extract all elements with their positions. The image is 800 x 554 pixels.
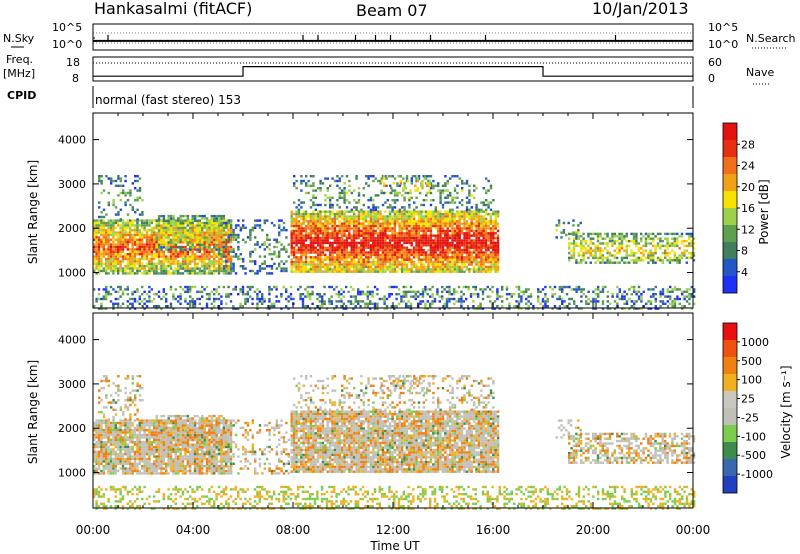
nsearch-label: N.Search xyxy=(746,32,796,45)
x-tick-label-3: 12:00 xyxy=(376,523,411,537)
freq-right-tick-bottom: 0 xyxy=(708,72,715,85)
noise-right-tick-top: 10^5 xyxy=(708,21,738,34)
vel-cbar-tick-3: 25 xyxy=(741,393,755,406)
power-cbar-swatch-6 xyxy=(723,225,737,243)
freq-left-tick-bottom: 8 xyxy=(72,72,79,85)
nsky-label: N.Sky xyxy=(3,32,35,45)
vel-yticks-label-3: 4000 xyxy=(58,334,86,347)
x-tick-label-1: 04:00 xyxy=(176,523,211,537)
vel-cbar-swatch-9 xyxy=(723,476,737,494)
vel-yticks-label-2: 3000 xyxy=(58,378,86,391)
power-cbar-tick-5: 24 xyxy=(741,160,755,173)
vel-cbar-swatch-0 xyxy=(723,323,737,341)
cpid-label: CPID xyxy=(7,89,36,102)
beam-title: Beam 07 xyxy=(356,1,428,20)
freq-right-tick-top: 60 xyxy=(708,56,722,69)
power-cbar-tick-2: 12 xyxy=(741,223,755,236)
station-title: Hankasalmi (fitACF) xyxy=(94,0,252,18)
vel-cbar-swatch-6 xyxy=(723,425,737,443)
power-cbar-swatch-4 xyxy=(723,191,737,209)
power-cbar-swatch-2 xyxy=(723,157,737,175)
vel-cbar-swatch-3 xyxy=(723,374,737,392)
freq-series xyxy=(93,62,693,77)
power-colorbar: 4 8 12 16 20 24 28 xyxy=(722,122,755,294)
power-yticks-label-3: 4000 xyxy=(58,134,86,147)
freq-left-tick-top: 18 xyxy=(66,56,80,69)
vel-cbar-tick-5: -100 xyxy=(741,430,766,443)
vel-cbar-swatch-2 xyxy=(723,357,737,375)
vel-yticks-label-0: 1000 xyxy=(58,467,86,480)
power-cbar-tick-6: 28 xyxy=(741,138,755,151)
noise-left-tick-top: 10^5 xyxy=(52,21,82,34)
power-cbar-swatch-0 xyxy=(723,123,737,141)
velocity-y-ticks: 1000 2000 3000 4000 xyxy=(58,334,693,480)
vel-cbar-swatch-7 xyxy=(723,442,737,460)
vel-cbar-tick-1: 500 xyxy=(741,355,762,368)
noise-panel: 10^5 10^0 10^5 10^0 N.Sky N.Search xyxy=(3,21,796,51)
x-axis-title: Time UT xyxy=(369,539,420,553)
mode-panel: normal (fast stereo) 153 xyxy=(92,86,694,108)
frequency-panel: 18 8 60 0 Freq. [MHz] CPID Nave xyxy=(3,53,774,102)
power-cbar-swatch-8 xyxy=(723,259,737,277)
velocity-colorbar: 1000 500 100 25 -25 -100 -500 -1000 xyxy=(722,322,773,494)
vel-cbar-tick-7: -1000 xyxy=(741,468,773,481)
x-tick-label-5: 20:00 xyxy=(576,523,611,537)
power-colorbar-label: Power [dB] xyxy=(757,179,771,244)
power-cbar-tick-1: 8 xyxy=(741,245,748,258)
nave-label: Nave xyxy=(746,66,774,79)
velocity-x-ticks xyxy=(92,313,694,508)
power-y-ticks: 1000 2000 3000 4000 xyxy=(58,134,693,280)
vel-cbar-tick-2: 100 xyxy=(741,374,762,387)
x-tick-label-2: 08:00 xyxy=(276,523,311,537)
power-heatmap xyxy=(93,175,696,310)
power-cbar-swatch-7 xyxy=(723,242,737,260)
vel-cbar-tick-0: 1000 xyxy=(741,336,769,349)
power-panel: 1000 2000 3000 4000 Slant Range [km] 4 8 12 16… xyxy=(26,112,771,310)
vel-cbar-swatch-1 xyxy=(723,340,737,358)
power-cbar-swatch-5 xyxy=(723,208,737,226)
vel-cbar-swatch-4 xyxy=(723,391,737,409)
power-x-ticks xyxy=(92,113,694,308)
x-tick-label-4: 16:00 xyxy=(476,523,511,537)
mode-label: normal (fast stereo) 153 xyxy=(95,93,241,107)
velocity-heatmap xyxy=(93,375,696,510)
noise-series xyxy=(93,34,693,42)
power-cbar-swatch-3 xyxy=(723,174,737,192)
vel-cbar-tick-4: -25 xyxy=(741,411,759,424)
noise-right-tick-bottom: 10^0 xyxy=(708,38,738,51)
vel-cbar-swatch-8 xyxy=(723,459,737,477)
freq-unit-label: [MHz] xyxy=(3,67,35,80)
power-yticks-label-1: 2000 xyxy=(58,222,86,235)
x-tick-label-6: 00:00 xyxy=(676,523,711,537)
power-cbar-swatch-1 xyxy=(723,140,737,158)
velocity-panel: 1000 2000 3000 4000 Slant Range [km] 1000 50… xyxy=(26,312,793,510)
power-yticks-label-2: 3000 xyxy=(58,178,86,191)
power-cbar-swatch-9 xyxy=(723,276,737,294)
power-ylabel: Slant Range [km] xyxy=(26,160,40,264)
velocity-colorbar-label: Velocity [m s⁻¹] xyxy=(779,365,793,458)
vel-cbar-swatch-5 xyxy=(723,408,737,426)
vel-cbar-tick-6: -500 xyxy=(741,449,766,462)
x-tick-label-0: 00:00 xyxy=(76,523,111,537)
freq-label: Freq. xyxy=(6,53,33,66)
x-axis-labels: 00:00 04:00 08:00 12:00 16:00 20:00 00:00 xyxy=(76,523,711,537)
power-cbar-tick-3: 16 xyxy=(741,202,755,215)
power-yticks-label-0: 1000 xyxy=(58,267,86,280)
noise-left-tick-bottom: 10^0 xyxy=(52,38,82,51)
vel-yticks-label-1: 2000 xyxy=(58,422,86,435)
date-title: 10/Jan/2013 xyxy=(592,0,689,18)
power-cbar-tick-4: 20 xyxy=(741,181,755,194)
velocity-ylabel: Slant Range [km] xyxy=(26,360,40,464)
freq-line xyxy=(93,66,693,77)
power-cbar-tick-0: 4 xyxy=(741,266,748,279)
